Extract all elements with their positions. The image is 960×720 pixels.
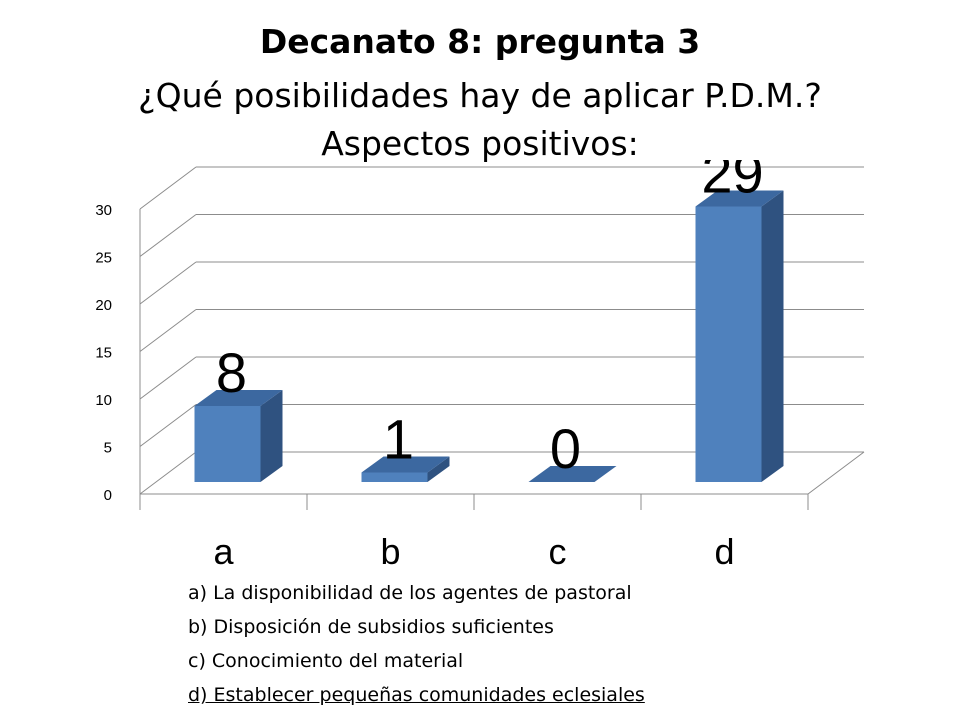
bar-side-b: [427, 456, 450, 482]
bar-side-a: [260, 390, 283, 482]
chart-title-line-2: ¿Qué posibilidades hay de aplicar P.D.M.…: [138, 76, 822, 115]
legend-item-c: c) Conocimiento del material: [188, 650, 464, 672]
data-label-a: 8: [216, 341, 247, 404]
legend-item-d: d) Establecer pequeñas comunidades ecles…: [188, 684, 645, 706]
bar-top-d: [695, 190, 784, 207]
floor-right-edge: [807, 451, 865, 495]
y-tick-label-10: 10: [95, 392, 112, 409]
gridline-side-20: [139, 261, 197, 305]
gridline-side-15: [139, 309, 197, 352]
bar-d: [695, 206, 762, 482]
chart-title-line-1: Decanato 8: pregunta 3: [0, 20, 960, 64]
bar-a: [194, 406, 261, 482]
y-tick-label-30: 30: [95, 202, 112, 219]
category-label-b: b: [380, 531, 400, 572]
category-label-d: d: [714, 531, 734, 572]
bar-chart: 0 5 10 15 20 25 30 8 a 1 b 0 c 29 d: [95, 160, 865, 572]
gridline-side-5: [139, 404, 197, 447]
data-label-b: 1: [383, 408, 414, 471]
data-label-d: 29: [701, 160, 763, 205]
bar-top-b: [361, 456, 450, 473]
category-label-a: a: [213, 531, 234, 572]
y-tick-label-25: 25: [95, 250, 112, 267]
bar-top-a: [194, 390, 283, 406]
gridline-side-30: [139, 166, 197, 210]
bar-side-d: [761, 190, 784, 482]
bar-b: [361, 472, 428, 482]
category-label-c: c: [549, 531, 567, 572]
gridline-side-0: [139, 451, 197, 495]
gridline-side-25: [139, 214, 197, 257]
legend-item-b: b) Disposición de subsidios suficientes: [188, 616, 554, 638]
bar-top-c: [528, 466, 617, 482]
y-tick-label-0: 0: [104, 487, 112, 504]
y-tick-label-20: 20: [95, 297, 112, 314]
data-label-c: 0: [550, 417, 581, 480]
chart-title-line-3: Aspectos positivos:: [321, 124, 639, 163]
chart-title-rest: pregunta 3: [483, 22, 701, 61]
gridline-side-10: [139, 356, 197, 400]
legend-item-a: a) La disponibilidad de los agentes de p…: [188, 582, 632, 604]
category-legend: a) La disponibilidad de los agentes de p…: [188, 578, 645, 714]
y-tick-label-5: 5: [104, 440, 112, 457]
y-tick-label-15: 15: [95, 345, 112, 362]
chart-title-bold: Decanato 8:: [259, 22, 484, 61]
